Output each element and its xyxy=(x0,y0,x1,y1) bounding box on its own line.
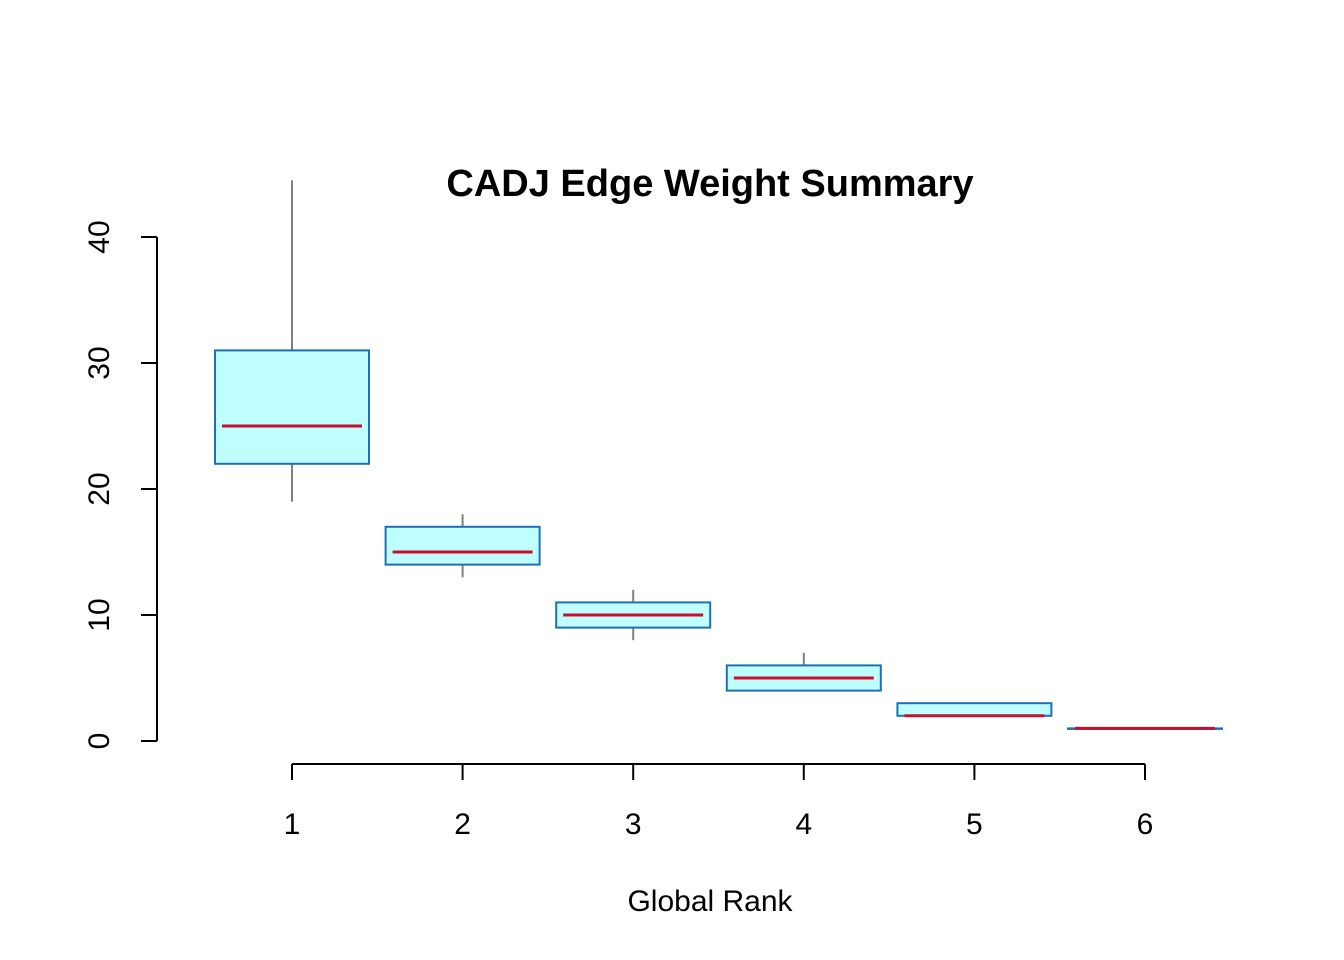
box-group xyxy=(725,652,882,692)
x-tick-label: 5 xyxy=(966,808,983,841)
x-tick-label: 1 xyxy=(284,808,301,841)
box xyxy=(214,349,370,465)
x-tick-label: 3 xyxy=(625,808,642,841)
x-tick-label: 2 xyxy=(454,808,471,841)
plot-area xyxy=(214,180,1223,730)
y-tick-label: 20 xyxy=(83,472,116,505)
y-tick-label: 30 xyxy=(83,346,116,379)
y-tick-label: 40 xyxy=(83,220,116,253)
y-tick-label: 10 xyxy=(83,598,116,631)
box xyxy=(896,702,1053,717)
y-tick-label: 0 xyxy=(83,733,116,750)
box-group xyxy=(384,514,541,578)
box xyxy=(384,525,541,566)
x-axis: 1 2 3 4 5 6 xyxy=(284,763,1154,841)
box-group xyxy=(896,702,1053,718)
box-group xyxy=(555,589,712,641)
x-tick-label: 4 xyxy=(795,808,812,841)
y-axis: 0 10 20 30 40 xyxy=(83,220,158,750)
x-axis-label: Global Rank xyxy=(627,885,793,918)
x-tick-label: 6 xyxy=(1137,808,1154,841)
chart-title: CADJ Edge Weight Summary xyxy=(446,163,973,205)
box-group xyxy=(1067,726,1223,730)
box-group xyxy=(214,180,370,502)
